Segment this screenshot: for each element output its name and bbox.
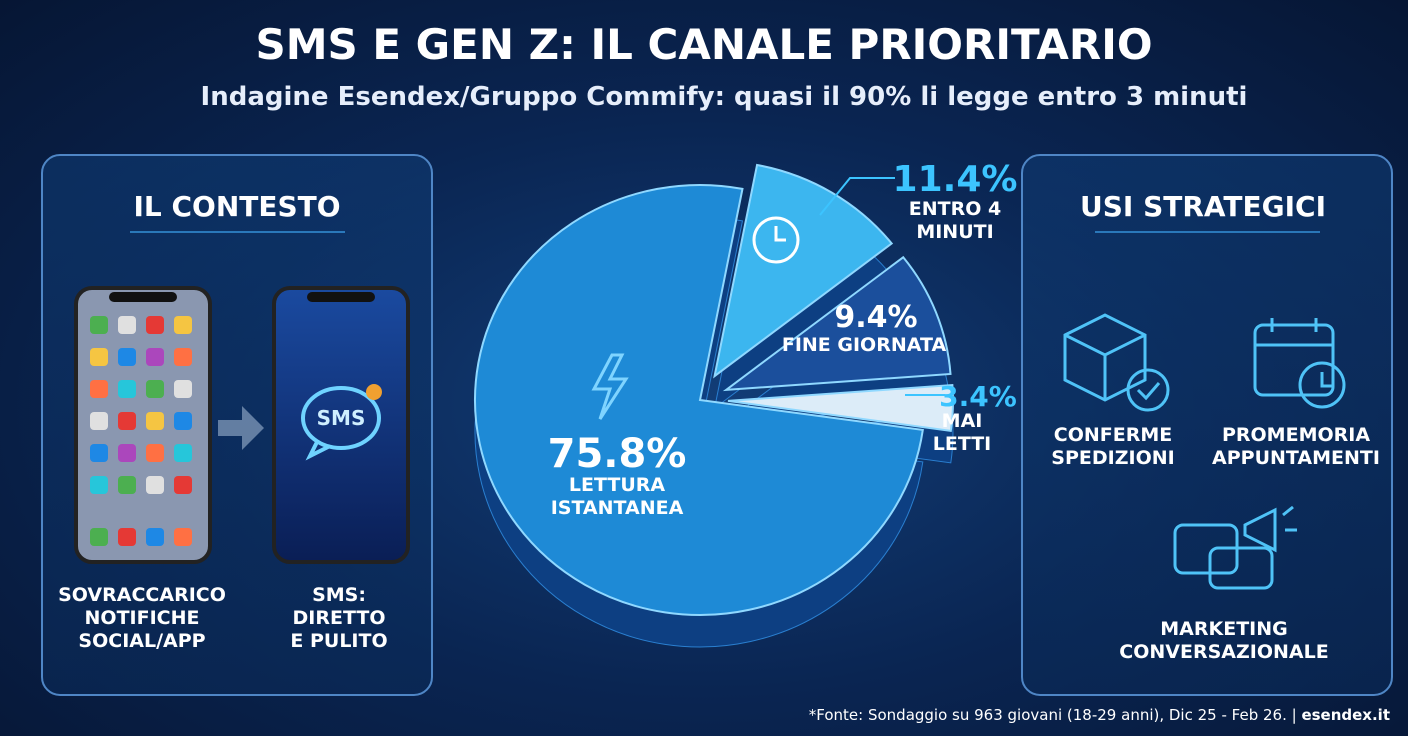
check [1136,382,1161,401]
app-icon [174,444,192,462]
app-icon [118,316,136,334]
app-icon [90,348,108,366]
app-icon [90,380,108,398]
app-icon [90,316,108,334]
category-label: FINE GIORNATA [781,334,947,356]
arrow [218,406,264,450]
uses-panel [1021,154,1393,696]
app-icon [174,412,192,430]
app-icon [146,316,164,334]
app-icon [146,348,164,366]
app-icon [118,380,136,398]
app-icon [90,444,108,462]
app-icon [118,444,136,462]
app-icon [118,412,136,430]
app-icons [90,316,192,546]
app-icon [174,348,192,366]
uses-title: USI STRATEGICI [1080,190,1326,223]
sms-badge: SMS [316,406,366,430]
phone-clean [272,286,410,564]
dock-icon [118,528,136,546]
app-icon [146,476,164,494]
app-icon [174,316,192,334]
dock-icon [146,528,164,546]
footnote-text: *Fonte: Sondaggio su 963 giovani (18-29 … [808,706,1297,724]
app-icon [118,476,136,494]
app-icon [146,444,164,462]
value-label: 75.8% [547,431,687,477]
app-icon [174,476,192,494]
calendar-icon [1253,323,1335,397]
pie-slice [713,163,894,379]
phone-notch [307,292,375,302]
category-label: ENTRO 4 MINUTI [908,198,1002,243]
megaphone-icon [1243,505,1297,553]
app-icon [90,412,108,430]
value-label: 3.4% [939,380,1017,413]
check-circle [1126,368,1170,412]
pie-slice [474,184,924,616]
title: SMS E GEN Z: IL CANALE PRIORITARIO [255,20,1153,69]
context-title: IL CONTESTO [133,190,341,223]
app-icon [90,476,108,494]
sms-bubble [301,386,381,450]
value-label: 11.4% [892,159,1018,200]
dock-icon [174,528,192,546]
context-item: SMS: DIRETTO E PULITO [290,584,388,652]
clock-icon [1298,361,1346,409]
sms-bubble-tail [305,439,331,461]
clock-icon [752,216,800,264]
use-item: PROMEMORIA APPUNTAMENTI [1212,424,1380,469]
context-item: SOVRACCARICO NOTIFICHE SOCIAL/APP [58,584,226,652]
leader-line [819,177,895,216]
category-label: MAI LETTI [932,410,992,455]
category-label: LETTURA ISTANTANEA [550,474,684,519]
footnote-site: esendex.it [1301,706,1390,724]
app-icon [174,380,192,398]
bolt-icon [591,353,629,420]
value-label: 9.4% [834,300,918,335]
sms-alert [366,384,382,400]
use-item: CONFERME SPEDIZIONI [1051,424,1175,469]
dock-icon [90,528,108,546]
phone-notch [109,292,177,302]
box-icon [1063,313,1147,402]
app-icon [118,348,136,366]
pie-slice [727,383,954,432]
use-item: MARKETING CONVERSAZIONALE [1119,618,1329,663]
footnote: *Fonte: Sondaggio su 963 giovani (18-29 … [809,706,1390,724]
calendar-top [1255,318,1333,347]
clock-hands [774,226,786,242]
uses-icons [1063,313,1346,590]
subtitle: Indagine Esendex/Gruppo Commify: quasi i… [200,82,1248,112]
chat-icon [1208,546,1274,590]
app-icon [146,380,164,398]
app-icon [146,412,164,430]
pie-slice [722,255,952,392]
clock-hands [1320,372,1332,388]
